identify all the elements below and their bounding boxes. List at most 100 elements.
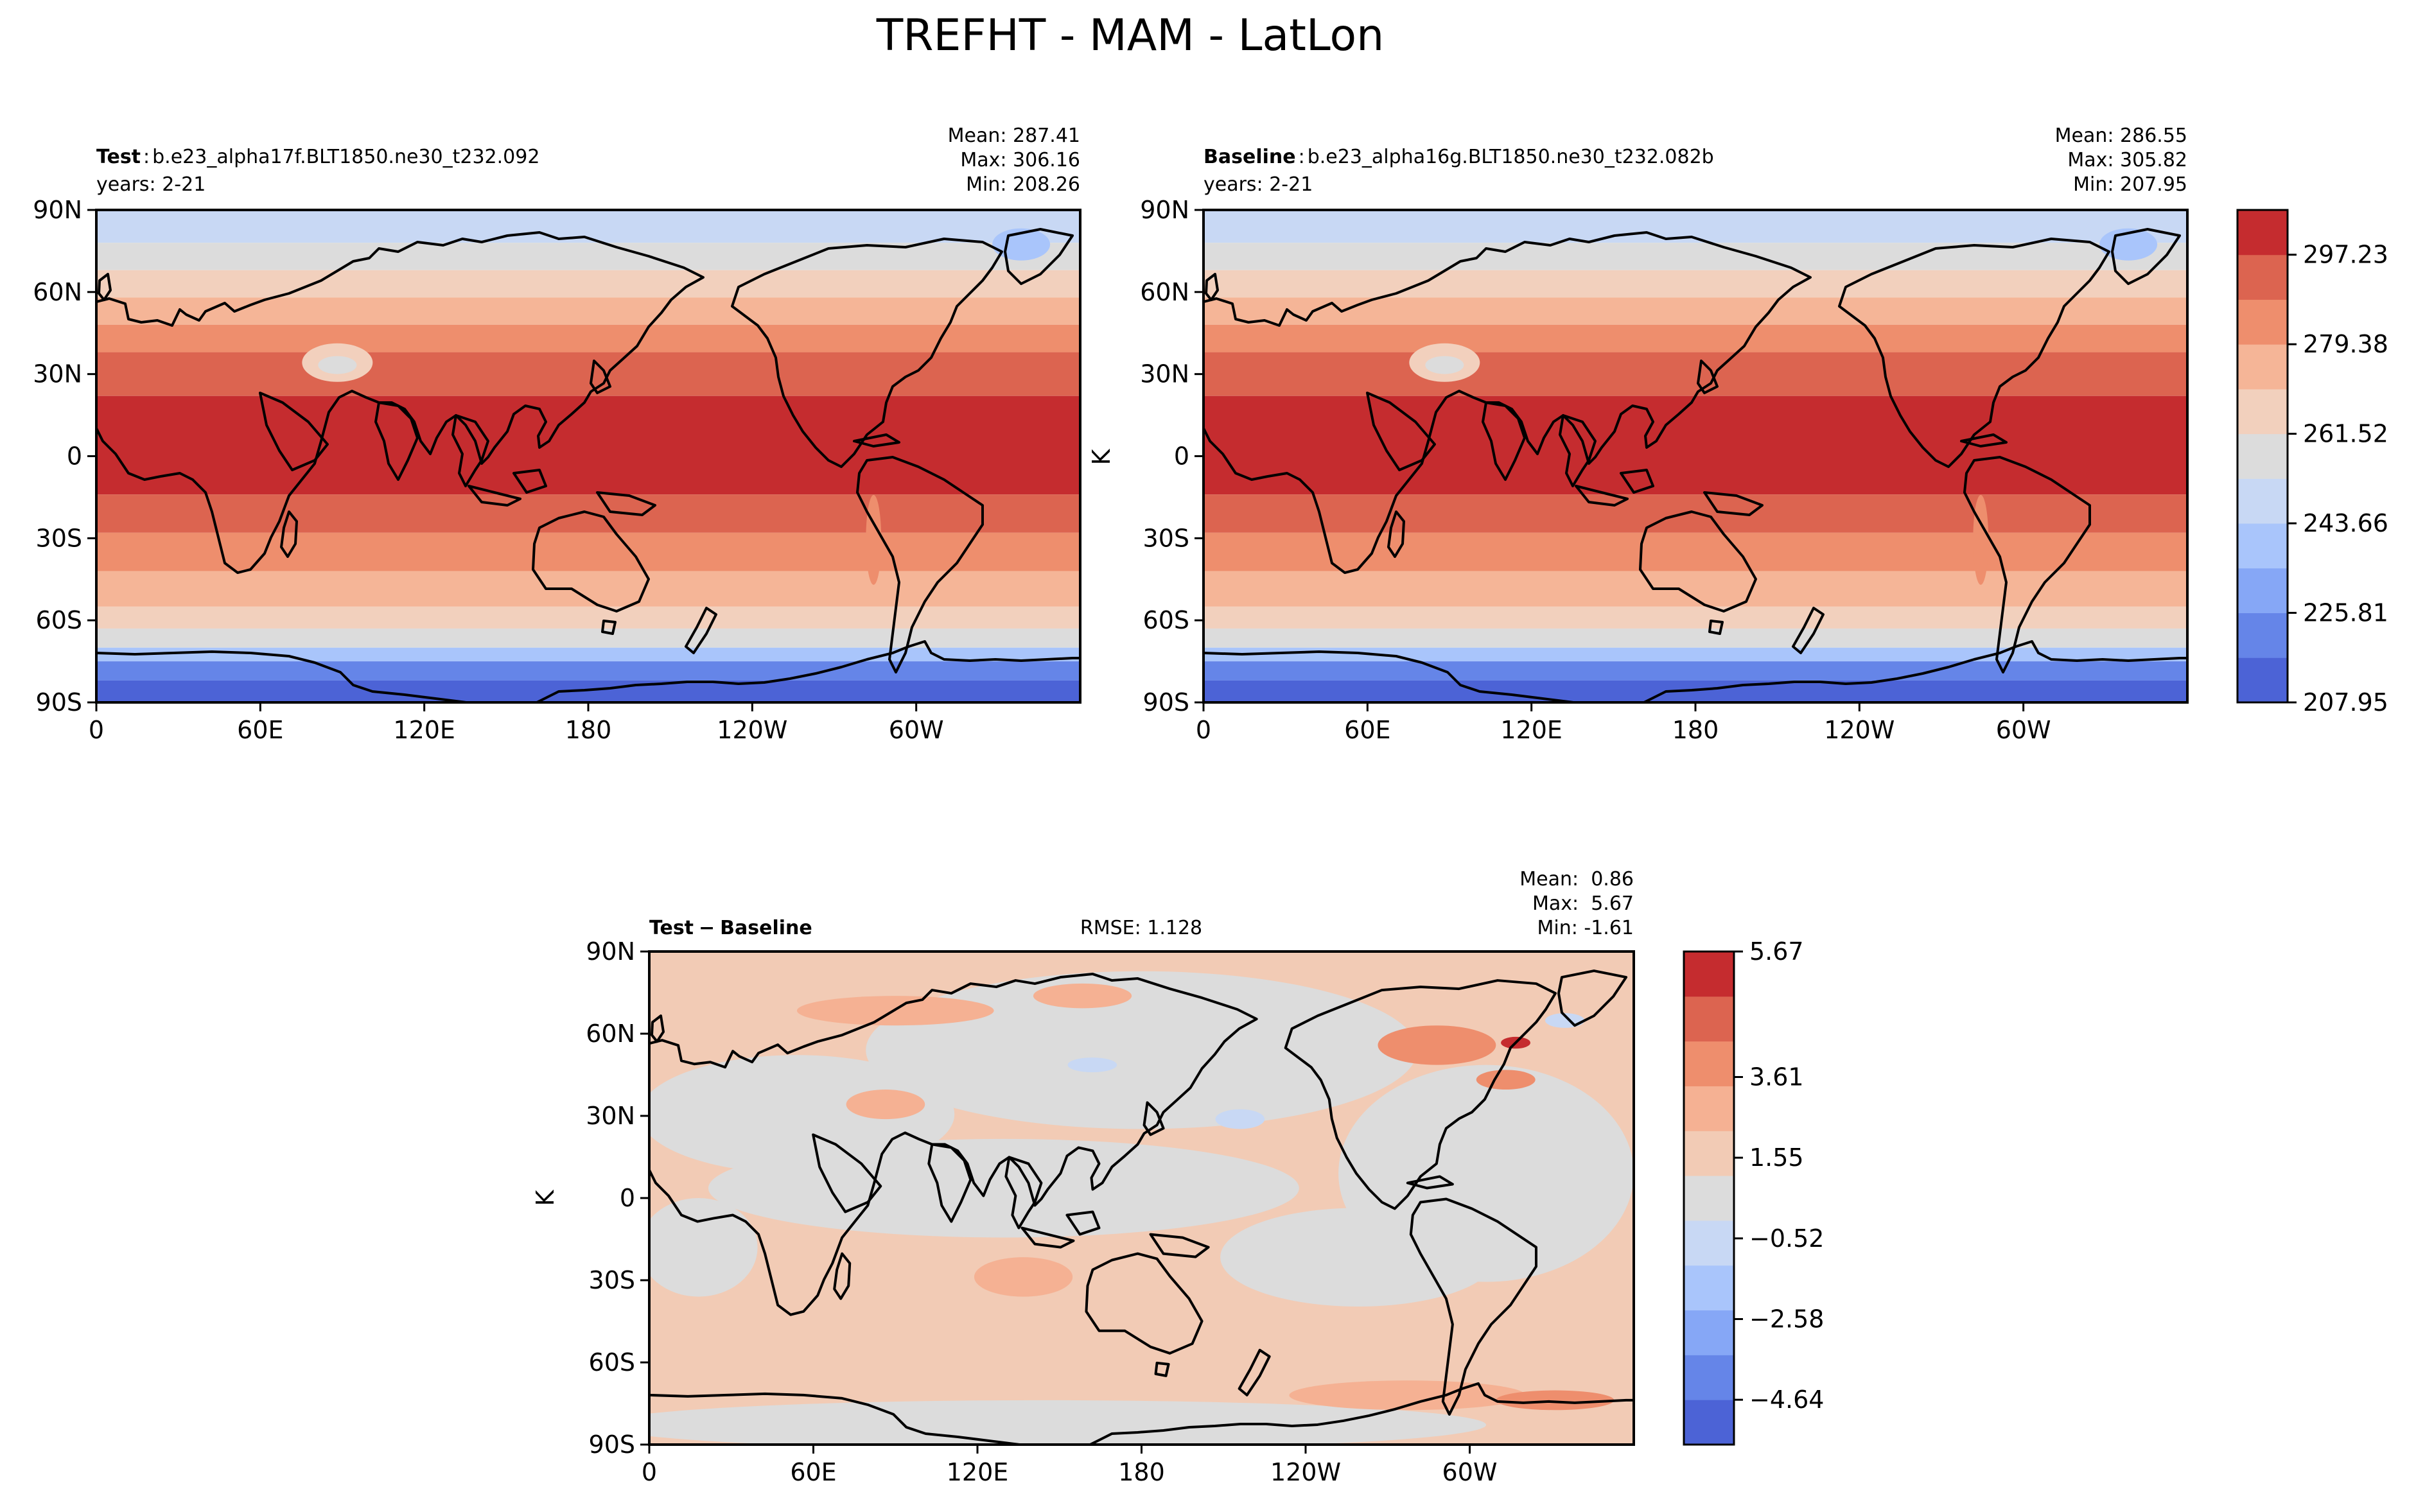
colorbar-abs-swatch-3: [2237, 523, 2288, 569]
test-ytick-label-0: 90N: [33, 196, 82, 224]
test-band-4: [96, 324, 1080, 352]
test-band-2: [96, 270, 1080, 298]
baseline-ytick-label-1: 60N: [1140, 278, 1189, 306]
baseline-band-1: [1204, 243, 2187, 270]
panel-test: Test: b.e23_alpha17f.BLT1850.ne30_t232.09…: [33, 125, 1081, 744]
baseline-andes: [1973, 494, 1989, 585]
diff-ytick-label-0: 90N: [586, 937, 635, 966]
diff-cool-1: [1067, 1057, 1117, 1073]
test-ytick-label-5: 60S: [36, 606, 82, 634]
colorbar-abs-swatch-1: [2237, 613, 2288, 658]
colorbar-diff-swatches: [1684, 952, 1734, 1445]
diff-rmse: RMSE: 1.128: [1080, 917, 1202, 939]
colorbar-diff-frame: [1683, 950, 1735, 1446]
baseline-header: Baseline: b.e23_alpha16g.BLT1850.ne30_t23…: [1204, 146, 1714, 168]
diff-ytick-label-4: 30S: [589, 1266, 635, 1294]
diff-label-b: Baseline: [720, 917, 812, 939]
diff-neutral-4: [1220, 1208, 1496, 1307]
diff-neutral-3: [649, 1055, 955, 1174]
test-label: Test: [96, 146, 141, 168]
colorbar-abs-frame: [2236, 209, 2289, 704]
panel-baseline: Baseline: b.e23_alpha16g.BLT1850.ne30_t23…: [1087, 125, 2189, 744]
diff-neutral-0: [866, 971, 1417, 1129]
diff-label-sep: −: [699, 917, 715, 939]
baseline-min: Min: 207.95: [2073, 173, 2187, 196]
colorbar-diff-swatch-6: [1684, 1131, 1734, 1176]
colorbar-abs-tick-label-1: 279.38: [2303, 330, 2388, 358]
diff-xtick-label-0: 0: [642, 1458, 657, 1486]
test-case: b.e23_alpha17f.BLT1850.ne30_t232.092: [152, 146, 539, 168]
colorbar-diff-tick-label-1: 3.61: [1749, 1063, 1804, 1091]
colorbar-abs-swatch-6: [2237, 388, 2288, 435]
colorbar-abs-swatch-0: [2237, 657, 2288, 703]
colorbar-diff-swatch-4: [1684, 1220, 1734, 1266]
baseline-map: [1204, 210, 2187, 702]
baseline-xtick-label-3: 180: [1672, 716, 1719, 744]
test-andes: [866, 494, 882, 585]
colorbar-abs-swatch-8: [2237, 299, 2288, 345]
test-band-1: [96, 243, 1080, 270]
diff-ytick-label-5: 60S: [589, 1348, 635, 1377]
baseline-mean: Mean: 286.55: [2055, 125, 2187, 147]
test-band-6: [96, 395, 1080, 495]
test-band-8: [96, 532, 1080, 571]
colorbar-abs-tick-label-3: 243.66: [2303, 509, 2388, 537]
test-xtick-label-2: 120E: [393, 716, 455, 744]
diff-ytick-label-3: 0: [620, 1184, 635, 1212]
diff-warm-7: [846, 1090, 925, 1120]
colorbar-abs-swatch-2: [2237, 568, 2288, 614]
colorbar-diff-swatch-2: [1684, 1310, 1734, 1355]
test-ticks: 0 60E 120E 180 120W 60W 90N 60N 30N 0 30S 60S 90S: [33, 196, 943, 744]
baseline-xtick-label-1: 60E: [1344, 716, 1390, 744]
colorbar-diff-tick-label-5: −4.64: [1749, 1386, 1824, 1414]
baseline-field: [1204, 210, 2187, 702]
diff-neutral-6: [649, 1198, 758, 1297]
diff-ylabel: K: [531, 1189, 559, 1206]
test-ytick-label-6: 90S: [36, 688, 82, 717]
colorbar-diff-swatch-1: [1684, 1355, 1734, 1400]
test-xtick-label-4: 120W: [717, 716, 787, 744]
diff-warm-2: [1378, 1025, 1496, 1065]
test-header: Test: b.e23_alpha17f.BLT1850.ne30_t232.09…: [96, 146, 539, 168]
test-ytick-label-1: 60N: [33, 278, 82, 306]
diff-xtick-label-5: 60W: [1442, 1458, 1498, 1486]
diff-header: Test − Baseline: [649, 917, 812, 939]
diff-max: Max: 5.67: [1532, 892, 1634, 915]
colorbar-diff-swatch-10: [1684, 952, 1734, 997]
baseline-band-8: [1204, 532, 2187, 571]
baseline-case: b.e23_alpha16g.BLT1850.ne30_t232.082b: [1308, 146, 1714, 168]
baseline-band-14: [1204, 680, 2187, 702]
baseline-ytick-label-3: 0: [1174, 442, 1189, 471]
colorbar-abs-tick-label-0: 297.23: [2303, 241, 2388, 269]
figure-title: TREFHT - MAM - LatLon: [876, 10, 1385, 61]
colorbar-abs-tick-label-2: 261.52: [2303, 420, 2388, 448]
diff-warm-8: [974, 1257, 1073, 1297]
diff-ytick-label-2: 30N: [586, 1102, 635, 1130]
test-band-12: [96, 647, 1080, 662]
test-band-9: [96, 571, 1080, 607]
test-xtick-label-1: 60E: [237, 716, 283, 744]
test-band-3: [96, 297, 1080, 325]
test-ytick-label-2: 30N: [33, 360, 82, 388]
baseline-sep: :: [1299, 146, 1305, 168]
colorbar-diff-swatch-5: [1684, 1176, 1734, 1221]
test-band-11: [96, 628, 1080, 648]
colorbar-diff-swatch-8: [1684, 1041, 1734, 1086]
colorbar-diff-swatch-3: [1684, 1265, 1734, 1311]
colorbar-diff-swatch-7: [1684, 1086, 1734, 1131]
colorbar-abs-tick-label-5: 207.95: [2303, 688, 2388, 717]
colorbar-abs-ticks: 297.23 279.38 261.52 243.66 225.81 207.95: [2288, 241, 2388, 717]
colorbar-abs-swatch-9: [2237, 254, 2288, 300]
baseline-ytick-label-5: 60S: [1143, 606, 1189, 634]
colorbar-abs: 297.23 279.38 261.52 243.66 225.81 207.95: [2236, 209, 2388, 717]
colorbar-abs-swatch-5: [2237, 433, 2288, 479]
colorbar-abs-tick-label-4: 225.81: [2303, 599, 2388, 627]
baseline-band-6: [1204, 395, 2187, 495]
baseline-years: years: 2-21: [1204, 173, 1313, 196]
baseline-band-9: [1204, 571, 2187, 607]
baseline-ytick-label-0: 90N: [1140, 196, 1189, 224]
baseline-ticks: 0 60E 120E 180 120W 60W 90N 60N 30N 0 30S 60S 90S: [1140, 196, 2051, 744]
diff-warm-1: [1033, 983, 1132, 1009]
test-ytick-label-3: 0: [67, 442, 82, 471]
test-sep: :: [143, 146, 150, 168]
